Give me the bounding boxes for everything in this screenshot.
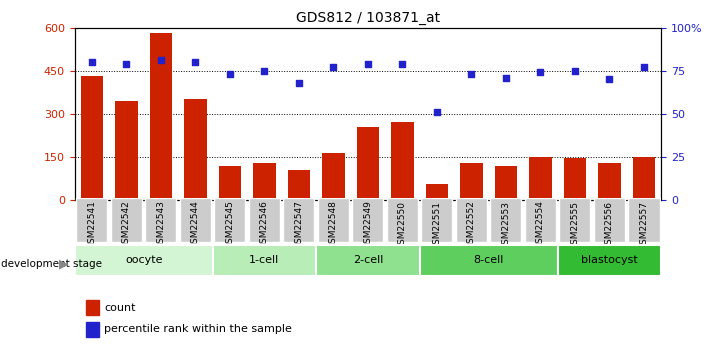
Bar bbox=[598, 163, 621, 200]
FancyBboxPatch shape bbox=[525, 198, 556, 241]
Text: 2-cell: 2-cell bbox=[353, 256, 383, 265]
Text: GSM22549: GSM22549 bbox=[363, 200, 373, 249]
Point bbox=[155, 58, 166, 63]
Point bbox=[293, 80, 304, 86]
Bar bbox=[87, 322, 100, 337]
Bar bbox=[184, 99, 207, 200]
Point bbox=[570, 68, 581, 73]
Point bbox=[638, 65, 650, 70]
Bar bbox=[357, 127, 379, 200]
Bar bbox=[495, 166, 517, 200]
FancyBboxPatch shape bbox=[422, 198, 452, 241]
Bar bbox=[391, 122, 414, 200]
Bar bbox=[87, 300, 100, 315]
Point bbox=[466, 71, 477, 77]
Bar bbox=[564, 158, 586, 200]
Bar bbox=[322, 152, 345, 200]
Point bbox=[432, 109, 443, 115]
Point bbox=[604, 77, 615, 82]
FancyBboxPatch shape bbox=[387, 198, 418, 241]
Text: GSM22541: GSM22541 bbox=[87, 200, 97, 249]
Text: GSM22550: GSM22550 bbox=[398, 200, 407, 249]
FancyBboxPatch shape bbox=[629, 198, 660, 241]
Title: GDS812 / 103871_at: GDS812 / 103871_at bbox=[296, 11, 440, 25]
Point bbox=[535, 70, 546, 75]
Bar bbox=[426, 184, 448, 200]
FancyBboxPatch shape bbox=[111, 198, 142, 241]
Point bbox=[328, 65, 339, 70]
Text: GSM22553: GSM22553 bbox=[501, 200, 510, 249]
FancyBboxPatch shape bbox=[560, 198, 591, 241]
FancyBboxPatch shape bbox=[353, 198, 383, 241]
Text: blastocyst: blastocyst bbox=[581, 256, 638, 265]
Point bbox=[501, 75, 512, 80]
FancyBboxPatch shape bbox=[75, 245, 213, 276]
Bar bbox=[80, 77, 103, 200]
FancyBboxPatch shape bbox=[557, 245, 661, 276]
Text: count: count bbox=[104, 303, 136, 313]
Text: GSM22552: GSM22552 bbox=[467, 200, 476, 249]
Text: GSM22542: GSM22542 bbox=[122, 200, 131, 249]
Text: GSM22547: GSM22547 bbox=[294, 200, 304, 249]
Text: GSM22545: GSM22545 bbox=[225, 200, 235, 249]
Text: GSM22554: GSM22554 bbox=[536, 200, 545, 249]
Text: ▶: ▶ bbox=[59, 257, 69, 270]
Bar bbox=[150, 33, 172, 200]
Text: GSM22555: GSM22555 bbox=[570, 200, 579, 249]
Bar bbox=[219, 166, 241, 200]
Text: development stage: development stage bbox=[1, 259, 102, 269]
FancyBboxPatch shape bbox=[213, 245, 316, 276]
FancyBboxPatch shape bbox=[215, 198, 245, 241]
Text: 8-cell: 8-cell bbox=[474, 256, 504, 265]
Text: GSM22543: GSM22543 bbox=[156, 200, 166, 249]
FancyBboxPatch shape bbox=[318, 198, 349, 241]
FancyBboxPatch shape bbox=[145, 198, 176, 241]
Point bbox=[397, 61, 408, 67]
Point bbox=[224, 71, 235, 77]
Text: GSM22551: GSM22551 bbox=[432, 200, 442, 249]
Point bbox=[190, 59, 201, 65]
Point bbox=[362, 61, 374, 67]
FancyBboxPatch shape bbox=[249, 198, 280, 241]
FancyBboxPatch shape bbox=[456, 198, 487, 241]
Point bbox=[259, 68, 270, 73]
Text: 1-cell: 1-cell bbox=[250, 256, 279, 265]
Bar bbox=[633, 157, 656, 200]
FancyBboxPatch shape bbox=[316, 245, 419, 276]
Text: percentile rank within the sample: percentile rank within the sample bbox=[104, 325, 292, 334]
Text: oocyte: oocyte bbox=[125, 256, 162, 265]
Text: GSM22546: GSM22546 bbox=[260, 200, 269, 249]
FancyBboxPatch shape bbox=[419, 245, 557, 276]
Bar bbox=[115, 101, 138, 200]
Text: GSM22556: GSM22556 bbox=[605, 200, 614, 249]
FancyBboxPatch shape bbox=[76, 198, 107, 241]
FancyBboxPatch shape bbox=[491, 198, 521, 241]
Text: GSM22557: GSM22557 bbox=[639, 200, 648, 249]
Point bbox=[86, 59, 97, 65]
Bar bbox=[253, 163, 276, 200]
Point bbox=[121, 61, 132, 67]
Bar bbox=[529, 157, 552, 200]
Bar bbox=[460, 163, 483, 200]
Bar bbox=[288, 170, 310, 200]
FancyBboxPatch shape bbox=[594, 198, 625, 241]
Text: GSM22544: GSM22544 bbox=[191, 200, 200, 249]
Text: GSM22548: GSM22548 bbox=[329, 200, 338, 249]
FancyBboxPatch shape bbox=[284, 198, 314, 241]
FancyBboxPatch shape bbox=[180, 198, 211, 241]
